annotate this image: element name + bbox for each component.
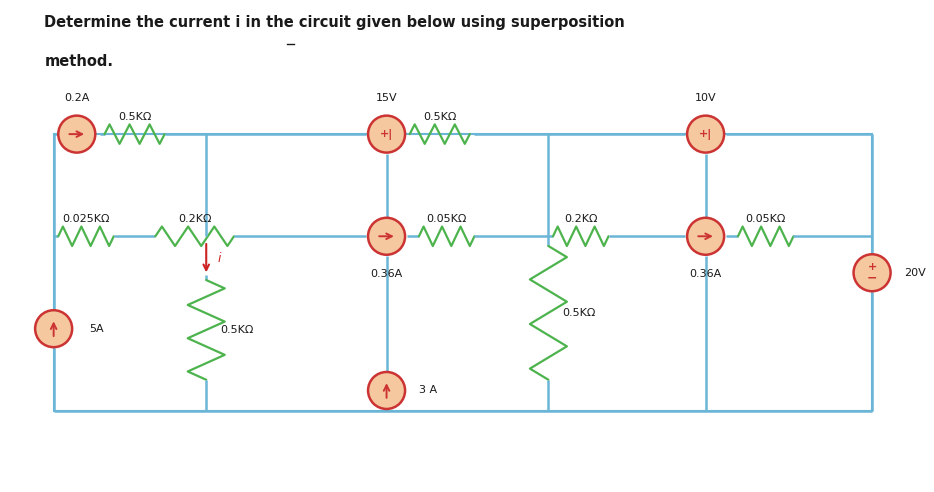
- Ellipse shape: [687, 218, 724, 255]
- Text: 5A: 5A: [89, 324, 104, 334]
- Text: 0.2A: 0.2A: [64, 93, 90, 103]
- Text: 10V: 10V: [695, 93, 716, 103]
- Text: 20V: 20V: [904, 268, 927, 278]
- Ellipse shape: [854, 254, 891, 291]
- Text: 0.36A: 0.36A: [371, 269, 403, 279]
- Text: +|: +|: [699, 128, 713, 140]
- Text: 0.2KΩ: 0.2KΩ: [177, 214, 211, 224]
- Ellipse shape: [368, 372, 405, 409]
- Text: 0.5KΩ: 0.5KΩ: [118, 112, 151, 122]
- Text: 0.025KΩ: 0.025KΩ: [63, 214, 110, 224]
- Text: +|: +|: [380, 128, 393, 140]
- Text: method.: method.: [45, 54, 113, 69]
- Ellipse shape: [35, 310, 72, 347]
- Text: 0.05KΩ: 0.05KΩ: [745, 214, 785, 224]
- Text: +: +: [868, 262, 877, 272]
- Ellipse shape: [368, 218, 405, 255]
- Text: Determine the current i in the circuit given below using superposition: Determine the current i in the circuit g…: [45, 15, 625, 30]
- Text: i: i: [218, 252, 220, 265]
- Text: −: −: [867, 272, 877, 285]
- Text: 0.5KΩ: 0.5KΩ: [423, 112, 457, 122]
- Text: 0.05KΩ: 0.05KΩ: [427, 214, 467, 224]
- Text: 3 A: 3 A: [419, 385, 437, 396]
- Text: 0.5KΩ: 0.5KΩ: [220, 325, 253, 335]
- Text: 0.5KΩ: 0.5KΩ: [562, 308, 596, 318]
- Text: 15V: 15V: [375, 93, 397, 103]
- Ellipse shape: [58, 116, 95, 153]
- Text: 0.36A: 0.36A: [689, 269, 722, 279]
- Ellipse shape: [368, 116, 405, 153]
- Ellipse shape: [687, 116, 724, 153]
- Text: 0.2KΩ: 0.2KΩ: [564, 214, 598, 224]
